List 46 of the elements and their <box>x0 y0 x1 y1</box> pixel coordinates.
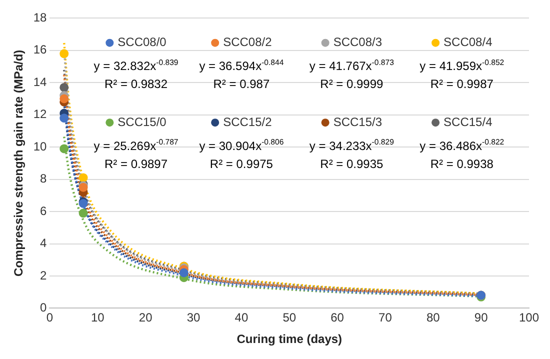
y-tick-label: 8 <box>40 172 48 186</box>
legend-label: SCC08/2 <box>223 35 272 50</box>
annotation: R² = 0.9975 <box>210 156 274 171</box>
legend-label: SCC08/3 <box>333 35 382 50</box>
annotation: R² = 0.987 <box>213 77 270 92</box>
x-tick-label: 20 <box>138 310 153 325</box>
y-tick-label: 0 <box>40 300 48 315</box>
point <box>60 49 69 58</box>
annotation: R² = 0.9832 <box>104 77 168 92</box>
point <box>78 173 88 182</box>
x-tick-label: 30 <box>186 310 201 325</box>
legend-label: SCC08/4 <box>444 35 493 50</box>
x-tick-label: 60 <box>330 310 344 325</box>
legend-label: SCC15/0 <box>118 114 167 129</box>
annotation: R² = 0.9897 <box>104 156 168 171</box>
annotation: R² = 0.9987 <box>430 77 494 92</box>
point <box>179 268 188 278</box>
x-tick-label: 70 <box>378 310 392 325</box>
annotation: R² = 0.9999 <box>320 77 384 92</box>
y-tick-label: 10 <box>33 139 48 154</box>
y-tick-label: 16 <box>33 42 48 57</box>
x-tick-label: 100 <box>518 310 540 325</box>
y-tick-label: 12 <box>33 107 48 122</box>
legend-label: SCC15/4 <box>444 114 493 129</box>
point <box>60 144 69 154</box>
legend-label: SCC15/3 <box>333 114 382 129</box>
y-tick-label: 6 <box>40 204 48 218</box>
point <box>60 82 69 92</box>
point <box>60 114 69 123</box>
y-axis-title: Compressive strength gain rate (MPa/d) <box>12 50 26 277</box>
y-tick-label: 18 <box>33 10 48 25</box>
x-axis-title: Curing time (days) <box>236 332 342 346</box>
y-tick-label: 2 <box>40 268 48 282</box>
x-tick-label: 10 <box>90 310 105 325</box>
annotation: R² = 0.9938 <box>430 156 494 171</box>
point <box>78 208 88 218</box>
y-tick-label: 14 <box>33 74 48 89</box>
legend-label: SCC15/2 <box>223 114 272 129</box>
annotation: R² = 0.9935 <box>320 156 384 171</box>
y-tick-label: 4 <box>40 236 48 250</box>
x-tick-label: 90 <box>474 310 488 325</box>
x-tick-label: 80 <box>426 310 440 325</box>
x-tick-label: 40 <box>234 310 248 325</box>
legend-label: SCC08/0 <box>118 35 167 50</box>
x-tick-label: 50 <box>282 310 296 325</box>
point <box>60 94 69 104</box>
